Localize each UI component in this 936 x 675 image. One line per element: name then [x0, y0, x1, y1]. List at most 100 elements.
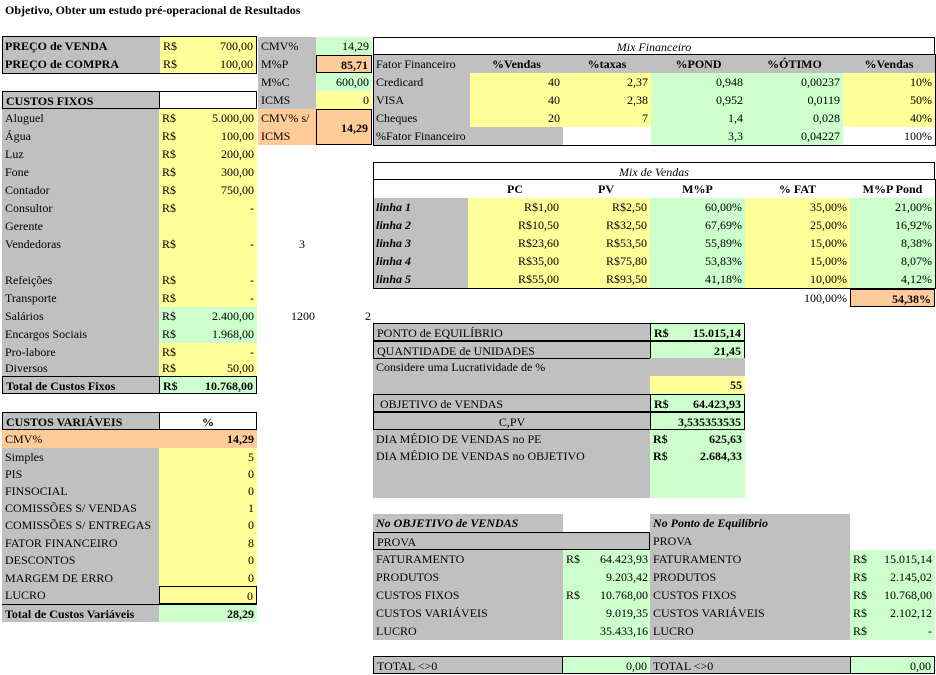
mf-cell[interactable]: 40: [470, 91, 563, 109]
custo-variavel-label: PIS: [5, 467, 23, 481]
custo-variavel-value[interactable]: 0: [159, 465, 257, 483]
mix-vendas-cell[interactable]: R$93,50: [562, 270, 650, 288]
prova-equilibrio-title: No Ponto de Equilíbrio: [650, 514, 850, 532]
preco-venda-cell[interactable]: R$ 700,00: [160, 37, 256, 55]
mf-cell[interactable]: 2,37: [563, 73, 651, 91]
pe-cell: R$ 15.015,14: [650, 323, 745, 341]
currency: R$: [162, 291, 177, 305]
mf-cell[interactable]: 7: [563, 109, 651, 127]
mix-vendas-cell[interactable]: 10,00%: [745, 270, 850, 288]
mix-vendas-cell[interactable]: R$23,60: [468, 234, 562, 252]
custo-fixo-label: Salários: [5, 309, 44, 323]
prova-objetivo-value-bg: [563, 550, 651, 640]
mf-cell[interactable]: 40: [470, 73, 563, 91]
custo-variavel-value[interactable]: 0: [159, 586, 257, 604]
custo-fixo-cell[interactable]: R$ 100,00: [159, 127, 257, 145]
custo-variavel-label: MARGEM DE ERRO: [5, 571, 114, 585]
prova-cell: R$ -: [850, 622, 935, 640]
custo-fixo-value: -: [250, 345, 254, 359]
custo-fixo-cell[interactable]: [159, 217, 257, 235]
custo-fixo-cell[interactable]: R$ 2.400,00: [159, 307, 257, 325]
mf-row-label: Cheques: [373, 109, 470, 127]
mix-vendas-row-label: linha 5: [373, 270, 468, 288]
custo-fixo-cell[interactable]: R$ 200,00: [159, 145, 257, 163]
mix-vendas-cell[interactable]: R$32,50: [562, 216, 650, 234]
currency: R$: [853, 606, 868, 620]
custo-fixo-cell[interactable]: R$ -: [159, 199, 257, 217]
mix-vendas-cell: 55,89%: [650, 234, 745, 252]
custos-variaveis-header: CUSTOS VARIÁVEIS: [2, 412, 160, 430]
mix-vendas-cell[interactable]: R$75,80: [562, 252, 650, 270]
custos-fixos-label-bg: [2, 109, 159, 377]
mix-vendas-cell[interactable]: 25,00%: [745, 216, 850, 234]
mf-cell[interactable]: 40%: [843, 109, 935, 127]
custo-variavel-value[interactable]: 5: [159, 448, 257, 466]
mix-vendas-cell[interactable]: 35,00%: [745, 198, 850, 216]
prova-value: 2.102,12: [890, 606, 932, 620]
currency: R$: [653, 449, 668, 463]
custo-variavel-value[interactable]: 0: [159, 551, 257, 569]
prova-value: 10.768,00: [600, 588, 648, 602]
custo-fixo-value: -: [250, 237, 254, 251]
mf-cell[interactable]: 50%: [843, 91, 935, 109]
currency: R$: [162, 237, 177, 251]
custo-fixo-cell[interactable]: R$ -: [159, 343, 257, 361]
custo-fixo-cell[interactable]: R$ -: [159, 289, 257, 307]
lucratividade-value[interactable]: 55: [650, 376, 745, 394]
prova-value: 64.423,93: [600, 552, 648, 566]
cmv-icms-value: 14,29: [316, 109, 372, 145]
mf-cell: 0,028: [746, 109, 843, 127]
mp-label: M%P: [258, 55, 316, 73]
custo-fixo-cell[interactable]: R$ 750,00: [159, 181, 257, 199]
currency: R$: [162, 273, 177, 287]
mix-vendas-cell[interactable]: R$53,50: [562, 234, 650, 252]
custo-fixo-cell[interactable]: R$ -: [159, 235, 257, 253]
mix-vendas-cell[interactable]: 15,00%: [745, 234, 850, 252]
prova-cell: 35.433,16: [563, 622, 651, 640]
prova-objetivo-title: No OBJETIVO de VENDAS: [373, 514, 563, 532]
dia-obj-label: DIA MÉDIO DE VENDAS no OBJETIVO: [376, 449, 585, 463]
mf-cell[interactable]: 10%: [843, 73, 935, 91]
qtd-label: QUANTIDADE de UNIDADES: [373, 341, 651, 359]
custo-fixo-cell[interactable]: R$ 50,00: [159, 359, 257, 377]
mv-fat-total: 100,00%: [804, 291, 847, 305]
mix-vendas-cell[interactable]: R$55,00: [468, 270, 562, 288]
custo-fixo-label: [2, 253, 159, 271]
mf-cell[interactable]: 20: [470, 109, 563, 127]
salarios-aux1: 1200: [291, 309, 315, 323]
prova-label: CUSTOS FIXOS: [653, 588, 737, 602]
preco-venda-value: 700,00: [220, 39, 253, 53]
mix-vendas-cell[interactable]: R$35,00: [468, 252, 562, 270]
mix-vendas-cell: 41,18%: [650, 270, 745, 288]
currency: R$: [163, 39, 178, 53]
custo-variavel-value[interactable]: 0: [159, 516, 257, 534]
custo-fixo-cell[interactable]: R$ 300,00: [159, 163, 257, 181]
mix-vendas-cell: 60,00%: [650, 198, 745, 216]
preco-compra-cell[interactable]: R$ 100,00: [160, 55, 256, 73]
prova-label: CUSTOS VARIÁVEIS: [653, 606, 765, 620]
custo-fixo-cell[interactable]: [159, 253, 257, 271]
custo-fixo-cell[interactable]: R$ -: [159, 271, 257, 289]
custo-variavel-value[interactable]: 0: [159, 569, 257, 587]
mix-vendas-row-label: linha 3: [373, 234, 468, 252]
pe-value: 15.015,14: [693, 326, 741, 340]
mf-cell[interactable]: 2,38: [563, 91, 651, 109]
mf-total-empty: [563, 127, 651, 145]
custo-variavel-value[interactable]: 0: [159, 482, 257, 500]
mix-vendas-cell[interactable]: R$2,50: [562, 198, 650, 216]
currency: R$: [654, 326, 669, 340]
mix-vendas-cell[interactable]: R$10,50: [468, 216, 562, 234]
prova-cell: R$ 2.145,02: [850, 568, 935, 586]
custo-fixo-cell[interactable]: R$ 5.000,00: [159, 109, 257, 127]
prova-cell: R$ 15.015,14: [850, 550, 935, 568]
icms-value[interactable]: 0: [316, 91, 372, 109]
mc-value: 600,00: [316, 73, 372, 91]
mix-vendas-cell[interactable]: 15,00%: [745, 252, 850, 270]
prova-equilibrio-value-bg: [850, 550, 935, 640]
custo-variavel-value[interactable]: 1: [159, 499, 257, 517]
mix-vendas-cell[interactable]: R$1,00: [468, 198, 562, 216]
cmv-icms-label1: CMV% s/: [258, 109, 316, 127]
custo-variavel-value[interactable]: 8: [159, 534, 257, 552]
custo-fixo-cell[interactable]: R$ 1.968,00: [159, 325, 257, 343]
custo-fixo-value: -: [250, 273, 254, 287]
